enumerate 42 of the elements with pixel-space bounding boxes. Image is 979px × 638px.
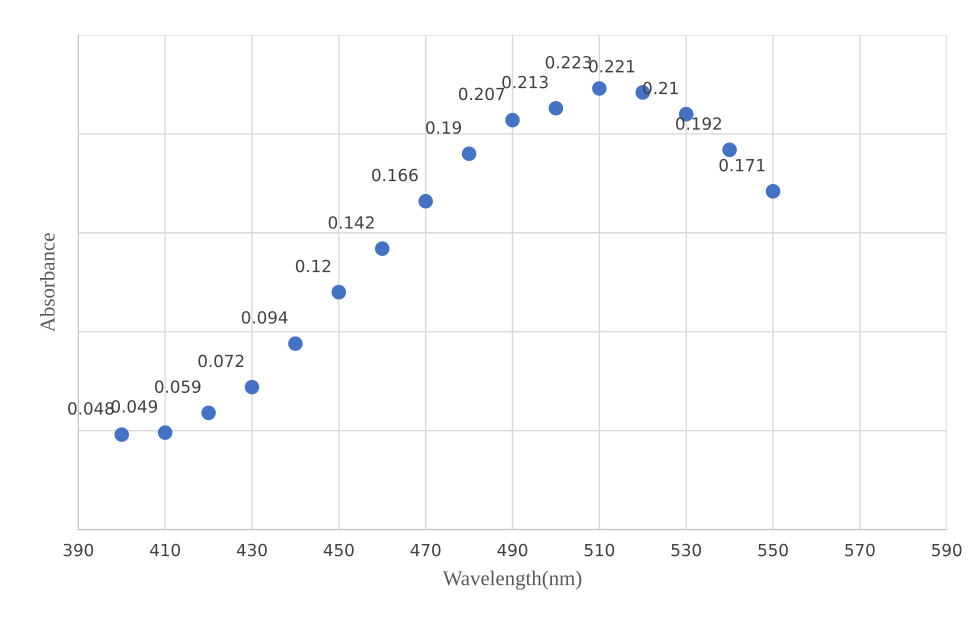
data-label: 0.207 — [458, 88, 504, 100]
x-tick-label: 570 — [845, 544, 875, 556]
x-tick-label: 510 — [584, 544, 614, 556]
data-label: 0.12 — [296, 260, 330, 272]
data-label: 0.171 — [719, 158, 765, 172]
data-label: 0.192 — [676, 117, 721, 130]
point — [592, 81, 607, 96]
x-tick-label: 390 — [64, 544, 94, 556]
point — [114, 427, 130, 442]
point — [288, 336, 303, 351]
data-label: 0.072 — [198, 354, 244, 368]
data-label: 0.059 — [155, 380, 200, 393]
point — [722, 142, 737, 158]
x-tick-label: 450 — [324, 544, 354, 556]
point — [505, 112, 520, 128]
x-tick-label: 490 — [497, 544, 528, 556]
point — [332, 284, 346, 300]
data-label: 0.094 — [242, 311, 288, 324]
data-label: 0.221 — [589, 60, 634, 73]
point — [374, 241, 390, 256]
data-label: 0.049 — [112, 400, 158, 413]
point — [462, 146, 476, 162]
x-tick-label: 550 — [758, 544, 788, 556]
data-label: 0.19 — [426, 121, 461, 134]
x-tick-label: 470 — [410, 544, 440, 556]
point — [244, 380, 260, 394]
x-tick-label: 430 — [236, 544, 267, 556]
point — [158, 425, 172, 440]
x-tick-label: 410 — [150, 544, 180, 556]
data-label: 0.048 — [68, 402, 114, 415]
x-tick-label: 530 — [672, 544, 701, 556]
data-label: 0.213 — [502, 76, 548, 88]
point — [201, 406, 216, 420]
point — [418, 194, 433, 209]
point — [766, 184, 780, 199]
x-tick-label: 590 — [932, 544, 962, 556]
y-axis-title: Absorbance — [40, 233, 55, 332]
data-label: 0.142 — [328, 216, 374, 229]
point — [548, 100, 564, 116]
x-axis-title: Wavelength(nm) — [442, 570, 582, 590]
data-label: 0.223 — [546, 56, 592, 69]
data-label: 0.166 — [372, 168, 418, 182]
